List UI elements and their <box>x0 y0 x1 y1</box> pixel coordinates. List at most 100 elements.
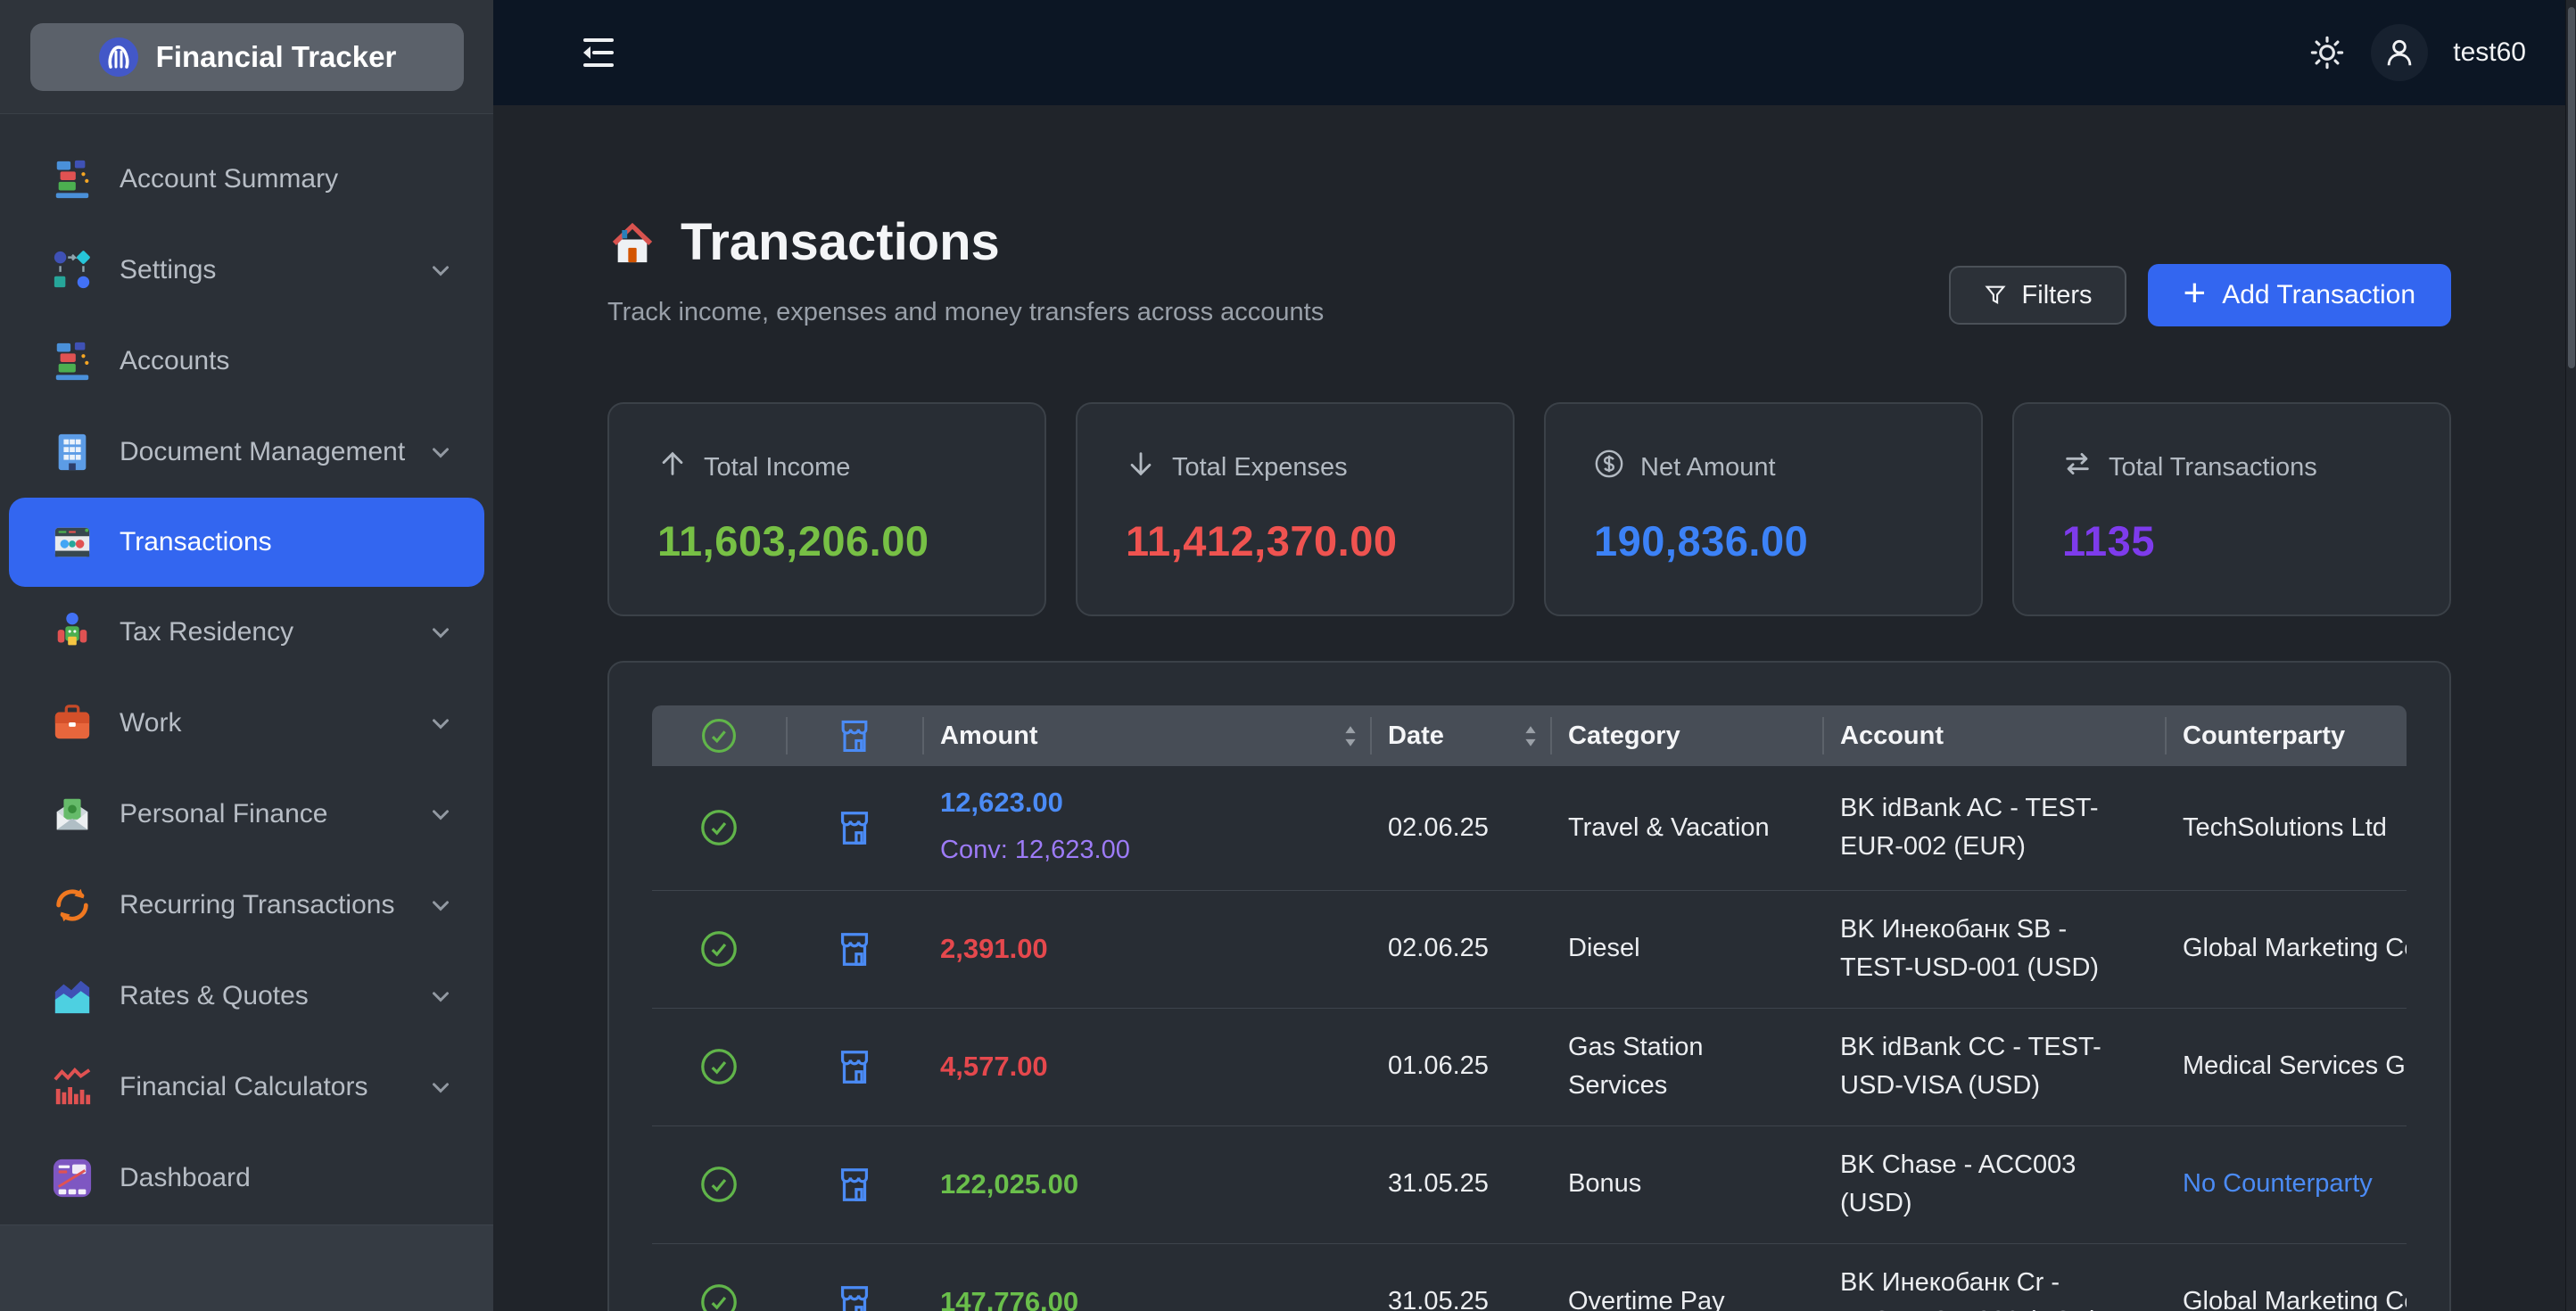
header-merchant-column <box>786 705 922 766</box>
card-value: 1135 <box>2062 517 2155 565</box>
username[interactable]: test60 <box>2453 37 2526 67</box>
theme-toggle-sun-icon[interactable] <box>2308 34 2346 71</box>
check-circle-icon[interactable] <box>698 1046 739 1087</box>
brand-title: Financial Tracker <box>155 39 397 73</box>
main-content: Transactions Track income, expenses and … <box>493 105 2565 1311</box>
merchant-icon[interactable] <box>834 807 875 848</box>
counterparty-value: Global Marketing Corp <box>2183 934 2407 963</box>
summary-card-total-transactions: Total Transactions 1135 <box>2012 402 2451 617</box>
filter-funnel-icon <box>1984 285 2006 304</box>
table-header: Amount Date Category Account Counterpart… <box>652 705 2407 767</box>
sidebar-item-financial-calculators[interactable]: Financial Calculators <box>0 1042 493 1133</box>
chevron-down-icon[interactable] <box>427 619 454 646</box>
filters-button[interactable]: Filters <box>1948 266 2126 325</box>
card-label: Total Transactions <box>2109 452 2317 482</box>
converted-amount: Conv: 12,623.00 <box>940 836 1130 865</box>
sort-arrows-icon[interactable] <box>1523 724 1538 748</box>
check-circle-icon[interactable] <box>698 1164 739 1205</box>
header-actions: Filters + Add Transaction <box>1948 264 2451 326</box>
page-scrollbar[interactable] <box>2565 0 2576 1311</box>
sidebar-item-tax-residency[interactable]: Tax Residency <box>0 587 493 678</box>
counterparty-value: Medical Services Group <box>2183 1051 2407 1081</box>
merchant-icon[interactable] <box>834 928 875 969</box>
table-row[interactable]: 2,391.00 02.06.25 Diesel BK Инекобанк SB… <box>652 891 2407 1009</box>
settings-icon <box>52 250 93 291</box>
sidebar-item-work[interactable]: Work <box>0 678 493 769</box>
add-transaction-button[interactable]: + Add Transaction <box>2147 264 2451 326</box>
chevron-down-icon[interactable] <box>427 1074 454 1101</box>
add-transaction-label: Add Transaction <box>2222 280 2415 309</box>
card-label: Net Amount <box>1640 452 1776 482</box>
card-label: Total Expenses <box>1172 452 1348 482</box>
chevron-down-icon[interactable] <box>427 257 454 284</box>
house-icon <box>607 218 657 268</box>
date-value: 02.06.25 <box>1388 812 1489 842</box>
transactions-panel: Amount Date Category Account Counterpart… <box>607 661 2451 1311</box>
recurring-transactions-icon <box>52 885 93 926</box>
transactions-icon <box>52 522 93 563</box>
sidebar-item-settings[interactable]: Settings <box>0 225 493 316</box>
table-body: 12,623.00 Conv: 12,623.00 02.06.25 Trave… <box>652 766 2407 1311</box>
summary-card-net-amount: Net Amount 190,836.00 <box>1544 402 1983 617</box>
merchant-icon[interactable] <box>834 1282 875 1311</box>
header-date[interactable]: Date <box>1370 705 1550 766</box>
summary-cards: Total Income 11,603,206.00 Total Expense… <box>607 402 2451 617</box>
account-value: BK Инекобанк SB - TEST-USD-001 (USD) <box>1840 914 2100 983</box>
amount-value: 4,577.00 <box>940 1050 1048 1082</box>
table-row[interactable]: 4,577.00 01.06.25 Gas Station Services B… <box>652 1009 2407 1126</box>
sidebar-item-account-summary[interactable]: Account Summary <box>0 134 493 225</box>
dollar-circle-icon <box>1594 449 1624 486</box>
brand-button[interactable]: Financial Tracker <box>29 22 464 91</box>
account-value: BK idBank CC - TEST-USD-VISA (USD) <box>1840 1032 2101 1101</box>
sidebar-header: Financial Tracker <box>0 0 493 114</box>
rates-quotes-icon <box>52 976 93 1017</box>
sidebar-item-recurring-transactions[interactable]: Recurring Transactions <box>0 860 493 951</box>
transactions-table: Amount Date Category Account Counterpart… <box>652 705 2407 1311</box>
page-header: Transactions Track income, expenses and … <box>607 210 2451 327</box>
page-subtitle: Track income, expenses and money transfe… <box>607 297 1325 326</box>
user-avatar[interactable] <box>2371 24 2429 81</box>
card-label: Total Income <box>704 452 851 482</box>
sidebar-item-transactions[interactable]: Transactions <box>9 498 484 587</box>
chevron-down-icon[interactable] <box>427 983 454 1010</box>
table-row[interactable]: 122,025.00 31.05.25 Bonus BK Chase - ACC… <box>652 1126 2407 1244</box>
table-row[interactable]: 147,776.00 31.05.25 Overtime Pay BK Инек… <box>652 1244 2407 1311</box>
amount-value: 2,391.00 <box>940 932 1048 964</box>
check-circle-icon[interactable] <box>698 928 739 969</box>
header-amount[interactable]: Amount <box>922 705 1370 766</box>
scrollbar-thumb[interactable] <box>2568 7 2575 368</box>
card-value: 11,412,370.00 <box>1126 517 1398 565</box>
page-title: Transactions <box>681 213 1000 271</box>
account-value: BK Инекобанк Cr - TEST-USD-003 (USD) <box>1840 1267 2099 1311</box>
account-value: BK Chase - ACC003 (USD) <box>1840 1150 2076 1218</box>
sidebar-footer <box>0 1224 493 1311</box>
check-circle-icon[interactable] <box>698 1282 739 1311</box>
check-circle-icon[interactable] <box>698 807 739 848</box>
counterparty-value: Global Marketing Corp <box>2183 1287 2407 1311</box>
date-value: 01.06.25 <box>1388 1051 1489 1081</box>
sidebar-collapse-icon[interactable] <box>578 32 619 73</box>
sidebar-item-dashboard[interactable]: Dashboard <box>0 1133 493 1224</box>
summary-card-total-expenses: Total Expenses 11,412,370.00 <box>1076 402 1515 617</box>
sidebar-item-personal-finance[interactable]: Personal Finance <box>0 769 493 860</box>
merchant-icon <box>841 721 867 753</box>
page-title-block: Transactions Track income, expenses and … <box>607 210 1324 327</box>
chevron-down-icon[interactable] <box>427 801 454 828</box>
chevron-down-icon[interactable] <box>427 439 454 466</box>
merchant-icon[interactable] <box>834 1046 875 1087</box>
chevron-down-icon[interactable] <box>427 710 454 737</box>
sort-arrows-icon[interactable] <box>1343 724 1358 748</box>
dashboard-icon <box>52 1158 93 1199</box>
sidebar-item-document-management[interactable]: Document Management <box>0 407 493 498</box>
sidebar-item-rates-quotes[interactable]: Rates & Quotes <box>0 951 493 1042</box>
sidebar-item-accounts[interactable]: Accounts <box>0 316 493 407</box>
summary-card-total-income: Total Income 11,603,206.00 <box>607 402 1046 617</box>
personal-finance-icon <box>52 794 93 835</box>
merchant-icon[interactable] <box>834 1164 875 1205</box>
table-row[interactable]: 12,623.00 Conv: 12,623.00 02.06.25 Trave… <box>652 766 2407 891</box>
chevron-down-icon[interactable] <box>427 892 454 919</box>
counterparty-value[interactable]: No Counterparty <box>2183 1169 2373 1199</box>
sidebar: Financial Tracker Account Summary Settin… <box>0 0 493 1311</box>
header-status-column <box>652 705 786 766</box>
